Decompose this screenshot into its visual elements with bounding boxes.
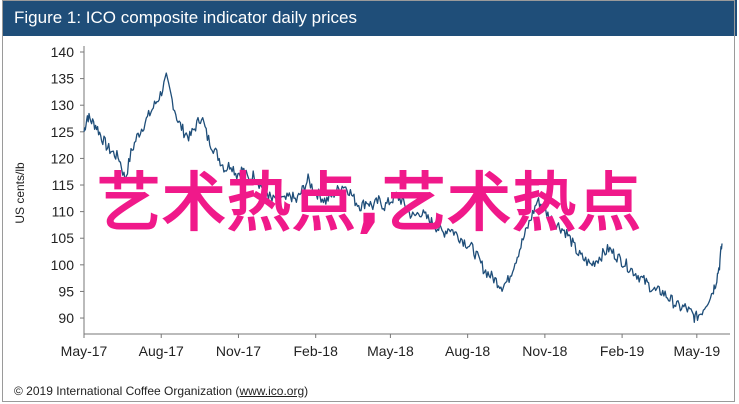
- y-tick-label: 115: [52, 177, 75, 193]
- copyright-note: © 2019 International Coffee Organization…: [14, 384, 308, 398]
- y-tick-label: 90: [58, 310, 74, 326]
- y-tick-label: 100: [51, 257, 75, 273]
- x-tick-label: Feb-19: [600, 343, 645, 359]
- copyright-suffix: ): [304, 384, 309, 398]
- y-tick-label: 110: [52, 204, 75, 220]
- ico-website-link[interactable]: www.ico.org: [239, 384, 305, 398]
- x-tick-label: Feb-18: [294, 343, 339, 359]
- line-chart: 90 95 100 105 110 115 120 125 130 135 140 May-17 Aug…: [13, 44, 730, 359]
- x-tick-label: May-18: [367, 343, 414, 359]
- y-tick-label: 95: [58, 283, 74, 299]
- y-axis-label: US cents/lb: [13, 162, 27, 224]
- y-tick-label: 135: [51, 71, 75, 87]
- y-tick-label: 105: [51, 230, 75, 246]
- chart-title: Figure 1: ICO composite indicator daily …: [14, 8, 357, 27]
- y-tick-label: 140: [51, 44, 75, 60]
- chart-series: [83, 72, 723, 323]
- x-tick-label: May-19: [673, 343, 720, 359]
- chart-axes: 90 95 100 105 110 115 120 125 130 135 140 May-17 Aug…: [13, 44, 730, 359]
- series-line: [83, 72, 723, 323]
- copyright-text: © 2019 International Coffee Organization…: [14, 384, 240, 398]
- y-tick-label: 125: [51, 124, 75, 140]
- y-tick-label: 120: [51, 150, 75, 166]
- x-tick-label: Aug-17: [139, 343, 184, 359]
- x-tick-label: Nov-18: [522, 343, 567, 359]
- x-tick-label: Aug-18: [445, 343, 490, 359]
- x-tick-label: Nov-17: [216, 343, 261, 359]
- x-tick-label: May-17: [61, 343, 108, 359]
- y-tick-label: 130: [51, 97, 75, 113]
- figure-header: Figure 1: ICO composite indicator daily …: [2, 0, 737, 36]
